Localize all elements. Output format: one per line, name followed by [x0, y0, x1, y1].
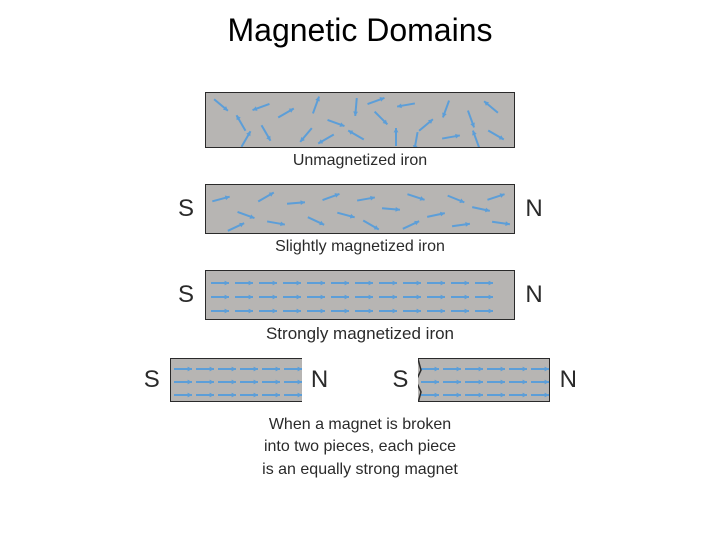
footer-line2: into two pieces, each piece: [264, 438, 456, 455]
arrow-field: [418, 359, 549, 401]
arrow-field: [206, 93, 514, 147]
diagram-container: Unmagnetized iron S N Slightly magnetize…: [140, 92, 580, 481]
pole-s: S: [173, 281, 199, 309]
bar-strongly-magnetized: [205, 270, 515, 320]
footer-line3: is an equally strong magnet: [262, 461, 458, 478]
arrow-field: [171, 359, 302, 401]
pole-s: S: [140, 366, 164, 394]
footer-line1: When a magnet is broken: [269, 416, 451, 433]
row-broken: S N S N: [140, 358, 580, 402]
arrow-field: [206, 185, 514, 233]
bar-broken-left: [170, 358, 302, 402]
footer-caption: When a magnet is broken into two pieces,…: [140, 414, 580, 481]
page-title: Magnetic Domains: [0, 12, 720, 49]
pole-s: S: [173, 195, 199, 223]
bar-slightly-magnetized: [205, 184, 515, 234]
pole-n: N: [308, 366, 332, 394]
pole-n: N: [521, 195, 547, 223]
bar-broken-right: [418, 358, 550, 402]
caption-unmagnetized: Unmagnetized iron: [140, 152, 580, 170]
caption-slightly: Slightly magnetized iron: [140, 238, 580, 256]
row-slightly: S N: [140, 184, 580, 234]
arrow-field: [206, 271, 514, 319]
row-strongly: S N: [140, 270, 580, 320]
caption-strongly: Strongly magnetized iron: [140, 324, 580, 344]
bar-unmagnetized: [205, 92, 515, 148]
pole-s: S: [389, 366, 413, 394]
pole-n: N: [521, 281, 547, 309]
pole-n: N: [556, 366, 580, 394]
row-unmagnetized: [140, 92, 580, 148]
